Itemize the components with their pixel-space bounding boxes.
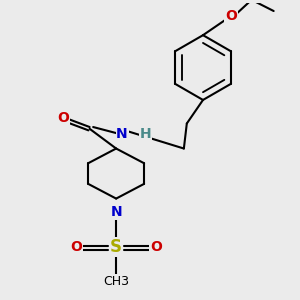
Text: O: O [57, 111, 69, 124]
Text: O: O [70, 240, 82, 254]
Text: CH3: CH3 [103, 274, 129, 287]
Text: H: H [140, 127, 152, 141]
Text: N: N [116, 127, 128, 141]
Text: O: O [225, 9, 237, 23]
Text: O: O [150, 240, 162, 254]
Text: N: N [110, 205, 122, 219]
Text: S: S [110, 238, 122, 256]
